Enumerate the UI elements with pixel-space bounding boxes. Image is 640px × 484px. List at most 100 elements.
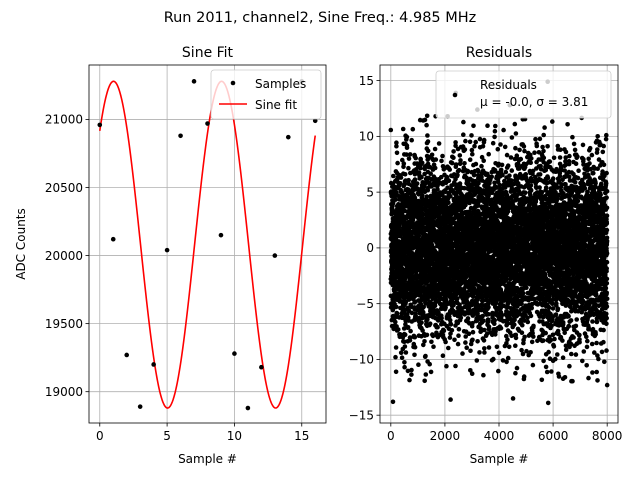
residual-point [408, 152, 413, 157]
residuals-ytick-label: −5 [356, 297, 374, 311]
residual-point [389, 128, 394, 133]
residual-point [517, 148, 522, 153]
sine-fit-legend: Samples Sine fit [211, 70, 321, 119]
residual-point [456, 342, 461, 347]
residual-point [486, 152, 491, 157]
residuals-xtick-label: 0 [387, 429, 395, 443]
residual-point [456, 333, 461, 338]
residual-point [409, 368, 414, 373]
residual-point [431, 344, 436, 349]
residual-point [446, 346, 451, 351]
residual-point [395, 311, 400, 316]
residual-point [407, 156, 412, 161]
residual-point [472, 173, 477, 178]
residual-point [413, 335, 418, 340]
residual-point [471, 330, 476, 335]
residual-point [506, 356, 511, 361]
residual-point [426, 149, 431, 154]
sample-point [246, 406, 251, 411]
sample-point [138, 404, 143, 409]
residual-point [424, 372, 429, 377]
residual-point [426, 139, 431, 144]
residual-point [487, 345, 492, 350]
residuals-xlabel: Sample # [470, 452, 529, 466]
residual-point [404, 350, 409, 355]
residual-point [408, 338, 413, 343]
residual-point [493, 129, 498, 134]
residual-point [461, 132, 466, 137]
residual-point [393, 320, 398, 325]
residual-point [427, 362, 432, 367]
residual-point [476, 181, 481, 186]
residual-point [477, 350, 482, 355]
sine-fit-ytick-label: 20000 [45, 249, 83, 263]
residuals-xtick-label: 2000 [430, 429, 461, 443]
figure-suptitle: Run 2011, channel2, Sine Freq.: 4.985 MH… [164, 10, 477, 26]
residuals-ytick-label: −15 [349, 408, 374, 422]
residual-point [492, 135, 497, 140]
residuals-ytick-label: −10 [349, 353, 374, 367]
residual-point [423, 354, 428, 359]
residual-point [450, 328, 455, 333]
sample-point [259, 365, 264, 370]
residual-point [406, 166, 411, 171]
residual-point [452, 338, 457, 343]
residual-point [482, 350, 487, 355]
residual-point [489, 175, 494, 180]
residual-point [406, 325, 411, 330]
residual-point [507, 173, 512, 178]
residual-point [442, 329, 447, 334]
residual-point [447, 178, 452, 183]
residual-point [486, 312, 491, 317]
residual-point [520, 330, 525, 335]
residual-point [463, 147, 468, 152]
sine-fit-ylabel: ADC Counts [14, 208, 28, 280]
residual-point [482, 138, 487, 143]
sample-point [151, 362, 156, 367]
residual-point [409, 138, 414, 143]
residual-point [401, 127, 406, 132]
residual-point [402, 365, 407, 370]
residual-point [495, 345, 500, 350]
residual-point [487, 324, 492, 329]
residual-point [429, 370, 434, 375]
residual-point [395, 161, 400, 166]
residual-point [474, 162, 479, 167]
residual-point [412, 353, 417, 358]
residuals-xtick-label: 6000 [538, 429, 569, 443]
residual-point [485, 123, 490, 128]
residual-point [481, 373, 486, 378]
residual-point [479, 164, 484, 169]
residual-point [394, 345, 399, 350]
residual-point [521, 291, 526, 296]
residual-point [426, 188, 431, 193]
residual-point [482, 338, 487, 343]
residual-point [496, 369, 501, 374]
residual-point [413, 156, 418, 161]
residual-point [504, 170, 509, 175]
residual-point [467, 332, 472, 337]
sine-fit-ytick-label: 19500 [45, 317, 83, 331]
residual-point [433, 166, 438, 171]
residual-point [520, 323, 525, 328]
residual-point [458, 153, 463, 158]
residual-point [425, 114, 430, 119]
sample-point [192, 79, 197, 84]
residual-point [461, 120, 466, 125]
residual-point [394, 144, 399, 149]
residual-point [440, 154, 445, 159]
sample-point [273, 253, 278, 258]
residual-point [492, 318, 497, 323]
residual-point [454, 162, 459, 167]
sample-point [205, 121, 210, 126]
residual-point [457, 168, 462, 173]
residual-point [411, 127, 416, 132]
residual-point [429, 340, 434, 345]
residual-point [468, 157, 473, 162]
sine-fit-ytick-label: 20500 [45, 181, 83, 195]
sample-point [219, 233, 224, 238]
sine-fit-xtick-label: 10 [227, 429, 242, 443]
residual-point [433, 304, 438, 309]
residual-point [505, 153, 510, 158]
